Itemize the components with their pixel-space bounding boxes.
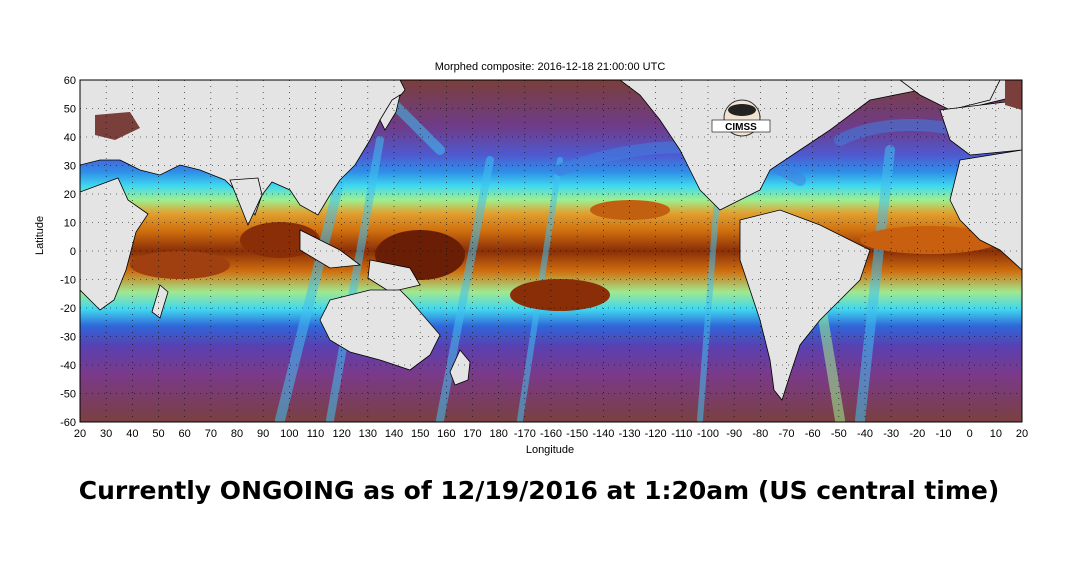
y-tick-label: -30	[60, 332, 76, 344]
x-tick-label: -60	[805, 428, 821, 440]
y-tick-label: 0	[70, 246, 76, 258]
x-tick-label: 60	[179, 428, 191, 440]
x-tick-label: -50	[831, 428, 847, 440]
x-tick-label: 50	[152, 428, 164, 440]
status-caption: Currently ONGOING as of 12/19/2016 at 1:…	[78, 476, 1000, 505]
x-tick-label: -170	[514, 428, 536, 440]
y-tick-label: -10	[60, 275, 76, 287]
x-tick-label: 0	[967, 428, 973, 440]
x-tick-label: 20	[1016, 428, 1028, 440]
x-tick-label: -120	[645, 428, 667, 440]
y-axis-ticks: 60 50 40 30 20 10 0 -10 -20 -30 -40 -50 -60	[60, 75, 76, 429]
x-tick-label: 90	[257, 428, 269, 440]
japan-land	[379, 94, 401, 131]
x-tick-label: -70	[779, 428, 795, 440]
logo-text: CIMSS	[725, 122, 757, 133]
x-tick-label: 20	[74, 428, 86, 440]
x-tick-label: 150	[411, 428, 429, 440]
west-africa-land	[949, 149, 1022, 271]
new-guinea-land	[367, 259, 421, 293]
indonesia-land	[299, 229, 362, 269]
x-tick-label: 40	[126, 428, 138, 440]
india-land	[229, 177, 263, 227]
x-tick-label: -80	[752, 428, 768, 440]
y-tick-label: -40	[60, 360, 76, 372]
new-zealand-land	[449, 349, 471, 386]
y-tick-label: -50	[60, 389, 76, 401]
x-tick-label: -110	[671, 428, 692, 440]
x-tick-label: 160	[437, 428, 455, 440]
x-tick-label: 80	[231, 428, 243, 440]
x-tick-label: -140	[592, 428, 614, 440]
x-tick-label: -30	[883, 428, 899, 440]
x-tick-label: 180	[489, 428, 507, 440]
x-tick-label: 130	[359, 428, 377, 440]
x-tick-label: 140	[385, 428, 403, 440]
plot-frame	[79, 79, 1023, 423]
map-title: Morphed composite: 2016-12-18 21:00:00 U…	[434, 61, 666, 73]
greenland-land	[899, 80, 1001, 111]
y-tick-label: 30	[64, 161, 76, 173]
madagascar-land	[151, 284, 169, 319]
graticule	[80, 80, 1022, 422]
x-tick-label: -40	[857, 428, 873, 440]
x-tick-label: 30	[100, 428, 112, 440]
land-masses	[80, 80, 1022, 401]
x-tick-label: 10	[990, 428, 1002, 440]
cimss-logo: CIMSS	[711, 99, 771, 137]
x-tick-label: 120	[332, 428, 350, 440]
x-tick-label: -160	[540, 428, 562, 440]
dry-regions	[95, 80, 1022, 140]
x-tick-label: -10	[936, 428, 952, 440]
x-tick-label: 100	[280, 428, 298, 440]
x-tick-label: 70	[205, 428, 217, 440]
precipitable-water-map: 20 30 40 50 60 70 80 90 100 110 120 130 140 150 160 170…	[60, 75, 1028, 440]
x-axis-label: Longitude	[525, 444, 575, 456]
south-america-land	[739, 209, 871, 401]
x-tick-label: -150	[566, 428, 588, 440]
y-tick-label: 60	[64, 75, 76, 87]
y-tick-label: 10	[64, 218, 76, 230]
y-tick-label: 50	[64, 104, 76, 116]
x-tick-label: -90	[726, 428, 742, 440]
x-tick-label: -100	[697, 428, 719, 440]
x-tick-label: -130	[618, 428, 640, 440]
x-tick-label: 110	[307, 428, 325, 440]
eurasia-land	[80, 80, 406, 216]
africa-land	[80, 177, 149, 311]
x-axis-ticks: 20 30 40 50 60 70 80 90 100 110 120 130 140 150 160 170…	[74, 428, 1028, 440]
y-tick-label: -60	[60, 417, 76, 429]
y-tick-label: 20	[64, 189, 76, 201]
x-tick-label: 170	[463, 428, 481, 440]
y-axis-label: Latitude	[34, 215, 46, 255]
y-tick-label: 40	[64, 132, 76, 144]
x-tick-label: -20	[909, 428, 925, 440]
y-tick-label: -20	[60, 303, 76, 315]
